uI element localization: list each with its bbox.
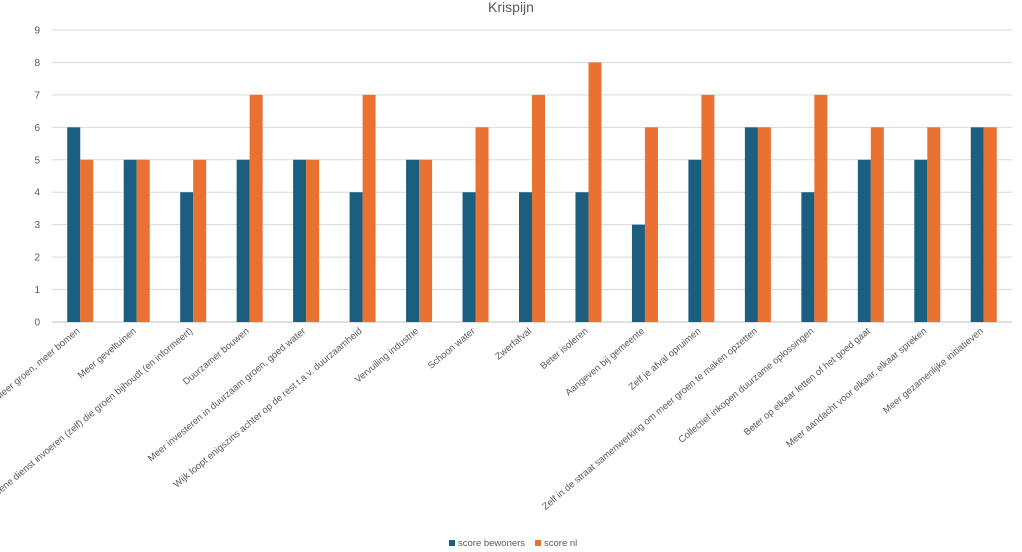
bar-score-nl [475,127,489,322]
legend: score bewoners score nl [449,538,577,549]
bar-score-nl [588,62,602,322]
y-tick-label: 4 [34,188,40,199]
bar-score-bewoners [349,192,363,322]
bar-score-nl [136,159,150,322]
legend-swatch [449,540,455,546]
bar-score-bewoners [519,192,532,322]
chart-title: Krispijn [488,0,534,15]
y-tick-label: 7 [34,90,40,101]
bar-score-bewoners [180,192,194,322]
bar-score-nl [644,127,658,322]
bar-score-bewoners [575,192,589,322]
bar-score-nl [814,94,828,322]
y-axis-ticks: 0 1 2 3 4 5 6 7 8 9 [34,26,40,329]
x-category-label: Groene dienst invoeren (zelf) die groen … [0,326,195,505]
bar-score-bewoners [631,224,645,322]
y-tick-label: 3 [34,220,40,231]
y-tick-label: 0 [34,318,40,329]
bar-score-bewoners [857,159,871,322]
x-category-label: Schoon water [426,326,478,372]
bar-score-bewoners [67,127,81,322]
y-tick-label: 5 [34,155,40,166]
bar-score-bewoners [744,127,758,322]
y-tick-label: 1 [34,285,40,296]
y-tick-label: 2 [34,253,40,264]
x-category-label: Meer geveltuinen [76,326,139,381]
bar-score-bewoners [123,159,137,322]
bar-score-nl [701,94,715,322]
legend-label: score nl [544,538,577,549]
x-category-label: Wijk loopt enigszins achter op de rest t… [172,326,365,490]
bar-score-bewoners [293,159,307,322]
bar-score-nl [193,159,207,322]
bar-score-bewoners [236,159,250,322]
x-category-label: Meer groen, meer bomen [0,326,82,403]
bar-score-nl [870,127,884,322]
legend-swatch [535,540,541,546]
bar-score-bewoners [688,159,702,322]
y-tick-label: 8 [34,58,40,69]
x-category-label: Meer gezamenlijke initiatieven [881,326,986,416]
x-category-label: Beter isoleren [538,326,590,372]
bar-score-bewoners [970,127,984,322]
bar-score-nl [362,94,376,322]
y-tick-label: 6 [34,123,40,134]
bar-score-nl [532,94,545,322]
bar-score-bewoners [801,192,815,322]
x-category-label: Zwerfafval [493,326,534,363]
bar-score-bewoners [406,159,420,322]
bars [67,62,997,322]
bar-score-nl [927,127,941,322]
y-tick-label: 9 [34,26,40,37]
bar-score-bewoners [914,159,928,322]
bar-score-nl [757,127,771,322]
bar-score-nl [306,159,320,322]
x-category-label: Zelf in de straat samenwerking om meer g… [540,326,759,513]
bar-score-nl [983,127,997,322]
bar-score-nl [249,94,263,322]
bar-score-bewoners [462,192,476,322]
bar-score-nl [419,159,433,322]
bar-score-nl [80,159,94,322]
legend-label: score bewoners [458,538,525,549]
